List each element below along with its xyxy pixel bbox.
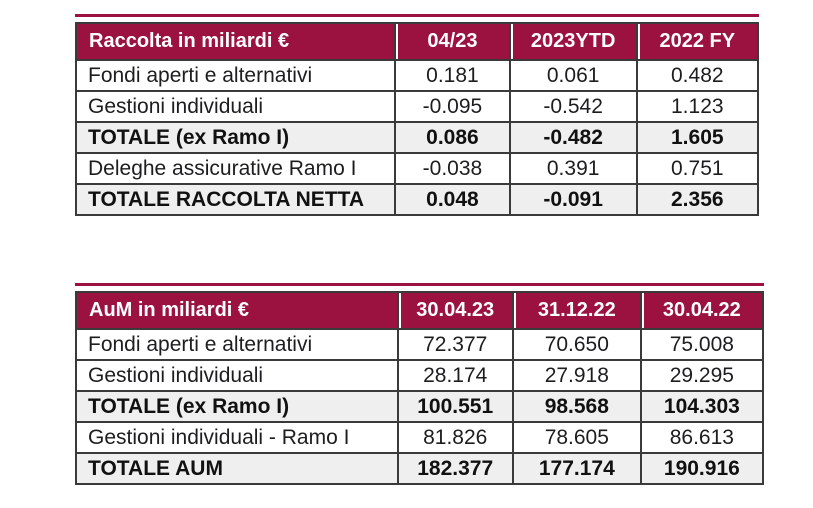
row-label-cell: TOTALE (ex Ramo I) [75, 390, 399, 423]
table-title-cell: AuM in miliardi € [75, 291, 399, 330]
row-label-cell: Deleghe assicurative Ramo I [74, 152, 397, 185]
row-label-cell: Fondi aperti e alternativi [74, 59, 397, 92]
accent-bar [75, 14, 759, 17]
value-cell: -0.095 [394, 90, 511, 123]
table-row: Fondi aperti e alternativi 0.181 0.061 0… [74, 59, 760, 92]
row-label-cell: TOTALE RACCOLTA NETTA [74, 183, 397, 216]
value-cell: 177.174 [511, 452, 642, 485]
column-header: 30.04.22 [639, 291, 765, 330]
column-header: 30.04.23 [396, 291, 514, 330]
total-row: TOTALE (ex Ramo I) 0.086 -0.482 1.605 [74, 121, 760, 154]
value-cell: -0.091 [508, 183, 638, 216]
table-row: Fondi aperti e alternativi 72.377 70.650… [75, 328, 765, 361]
table-row: Gestioni individuali 28.174 27.918 29.29… [75, 359, 765, 392]
aum-table: AuM in miliardi € 30.04.23 31.12.22 30.0… [75, 291, 765, 485]
value-cell: 86.613 [639, 421, 765, 454]
table-row: Gestioni individuali - Ramo I 81.826 78.… [75, 421, 765, 454]
value-cell: 70.650 [511, 328, 642, 361]
header-row: Raccolta in miliardi € 04/23 2023YTD 202… [74, 22, 760, 61]
value-cell: 190.916 [639, 452, 765, 485]
column-header: 2023YTD [508, 22, 638, 61]
value-cell: 100.551 [396, 390, 514, 423]
total-row: TOTALE (ex Ramo I) 100.551 98.568 104.30… [75, 390, 765, 423]
value-cell: 0.751 [635, 152, 760, 185]
table-row: Deleghe assicurative Ramo I -0.038 0.391… [74, 152, 760, 185]
value-cell: 81.826 [396, 421, 514, 454]
value-cell: 0.086 [394, 121, 511, 154]
raccolta-table-section: Raccolta in miliardi € 04/23 2023YTD 202… [74, 14, 760, 216]
table-row: Gestioni individuali -0.095 -0.542 1.123 [74, 90, 760, 123]
aum-table-section: AuM in miliardi € 30.04.23 31.12.22 30.0… [75, 283, 765, 485]
row-label-cell: Gestioni individuali - Ramo I [75, 421, 399, 454]
value-cell: 98.568 [511, 390, 642, 423]
value-cell: 2.356 [635, 183, 760, 216]
value-cell: -0.482 [508, 121, 638, 154]
raccolta-table: Raccolta in miliardi € 04/23 2023YTD 202… [74, 22, 760, 216]
value-cell: 182.377 [396, 452, 514, 485]
table-title-cell: Raccolta in miliardi € [74, 22, 397, 61]
value-cell: -0.542 [508, 90, 638, 123]
value-cell: 0.391 [508, 152, 638, 185]
value-cell: 29.295 [639, 359, 765, 392]
row-label-cell: Gestioni individuali [75, 359, 399, 392]
value-cell: 0.061 [508, 59, 638, 92]
value-cell: 72.377 [396, 328, 514, 361]
row-label-cell: Gestioni individuali [74, 90, 397, 123]
column-header: 2022 FY [635, 22, 760, 61]
column-header: 04/23 [394, 22, 511, 61]
value-cell: 1.123 [635, 90, 760, 123]
value-cell: 0.181 [394, 59, 511, 92]
header-row: AuM in miliardi € 30.04.23 31.12.22 30.0… [75, 291, 765, 330]
total-row: TOTALE RACCOLTA NETTA 0.048 -0.091 2.356 [74, 183, 760, 216]
row-label-cell: TOTALE (ex Ramo I) [74, 121, 397, 154]
value-cell: 75.008 [639, 328, 765, 361]
value-cell: 0.482 [635, 59, 760, 92]
value-cell: -0.038 [394, 152, 511, 185]
value-cell: 104.303 [639, 390, 765, 423]
value-cell: 78.605 [511, 421, 642, 454]
value-cell: 0.048 [394, 183, 511, 216]
value-cell: 27.918 [511, 359, 642, 392]
column-header: 31.12.22 [511, 291, 642, 330]
accent-bar [75, 283, 764, 286]
row-label-cell: TOTALE AUM [75, 452, 399, 485]
total-row: TOTALE AUM 182.377 177.174 190.916 [75, 452, 765, 485]
row-label-cell: Fondi aperti e alternativi [75, 328, 399, 361]
value-cell: 28.174 [396, 359, 514, 392]
value-cell: 1.605 [635, 121, 760, 154]
